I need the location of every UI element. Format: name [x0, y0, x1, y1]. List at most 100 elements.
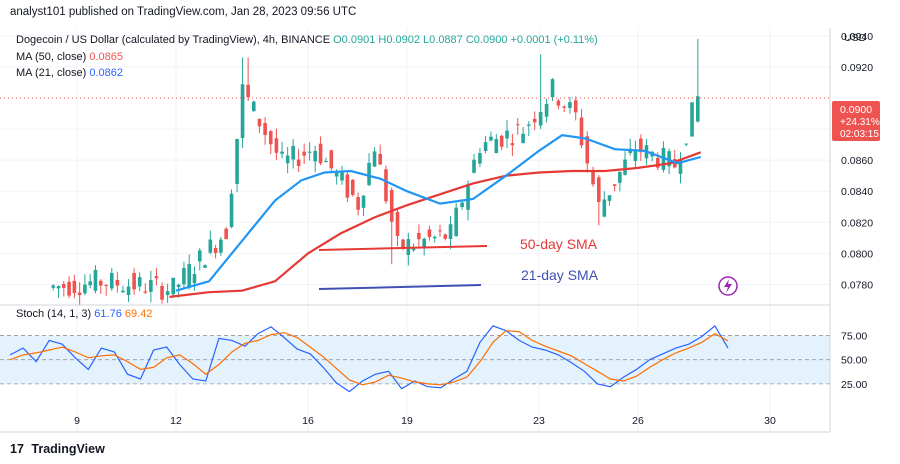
- sma50-annotation-label: 50-day SMA: [520, 236, 598, 252]
- candle-body: [544, 103, 549, 117]
- tradingview-footer[interactable]: 17 TradingView: [10, 442, 105, 456]
- candle-body: [401, 239, 405, 249]
- candle-body: [494, 139, 499, 154]
- stoch-axis[interactable]: 75.00 50.00 25.00: [841, 331, 867, 391]
- candle-body: [137, 277, 142, 287]
- candle-body: [356, 197, 360, 210]
- candle-body: [213, 247, 218, 254]
- candle-body: [427, 229, 432, 237]
- time-tick-label: 23: [533, 415, 545, 427]
- candle-body: [639, 138, 643, 153]
- time-tick-label: 9: [74, 415, 80, 427]
- price-tick-label: 0.0800: [841, 248, 873, 260]
- candlestick-series: [51, 38, 700, 306]
- candle-body: [182, 268, 186, 285]
- candle-body: [345, 174, 350, 198]
- candle-body: [187, 264, 191, 287]
- candle-body: [318, 143, 323, 164]
- candle-body: [251, 101, 256, 112]
- candle-body: [432, 236, 437, 239]
- candle-body: [499, 135, 504, 147]
- candle-body: [656, 157, 660, 168]
- candle-body: [98, 280, 103, 286]
- candle-body: [324, 160, 328, 163]
- candle-body: [240, 84, 245, 139]
- current-price-value: 0.0900: [840, 104, 872, 116]
- candle-body: [510, 143, 515, 146]
- price-axis[interactable]: 0.09400.09200.08800.08600.08400.08200.08…: [841, 31, 873, 292]
- price-tick-label: 0.0940: [841, 31, 873, 43]
- candle-body: [88, 281, 92, 286]
- time-tick-label: 19: [401, 415, 413, 427]
- candle-body: [307, 151, 312, 153]
- ma50-legend[interactable]: MA (50, close) 0.0865: [16, 51, 123, 63]
- candle-body: [443, 234, 448, 239]
- lightning-icon[interactable]: [718, 276, 738, 296]
- ma21-label: MA (21, close): [16, 67, 87, 79]
- candle-body: [422, 238, 426, 248]
- candle-body: [372, 151, 377, 167]
- time-tick-label: 26: [632, 415, 644, 427]
- candle-body: [505, 130, 509, 139]
- candle-body: [165, 291, 170, 296]
- candle-body: [454, 207, 458, 236]
- candle-body: [208, 239, 213, 253]
- candle-body: [478, 153, 482, 164]
- candle-body: [62, 284, 66, 288]
- sma21-annotation-line: [318, 284, 482, 290]
- symbol-legend-row: Dogecoin / US Dollar (calculated by Trad…: [16, 34, 598, 46]
- candle-body: [285, 155, 290, 164]
- stoch-tick-label: 50.00: [841, 355, 867, 367]
- candle-body: [93, 269, 98, 291]
- candle-body: [395, 211, 400, 237]
- candle-body: [313, 150, 317, 162]
- ma21-value: 0.0862: [89, 67, 124, 79]
- candle-body: [109, 272, 114, 289]
- candle-body: [329, 150, 334, 169]
- candle-body: [350, 179, 355, 195]
- stoch-k-value: 61.76: [94, 308, 122, 320]
- stoch-tick-label: 75.00: [841, 331, 867, 343]
- candle-body: [126, 286, 131, 295]
- candle-body: [417, 232, 421, 240]
- candle-body: [115, 279, 120, 286]
- stoch-legend[interactable]: Stoch (14, 1, 3) 61.76 69.42: [16, 308, 152, 320]
- candle-body: [568, 102, 572, 109]
- ma50-line: [169, 151, 702, 298]
- candle-body: [696, 96, 700, 122]
- stoch-d-line: [9, 330, 729, 386]
- candle-body: [602, 199, 607, 217]
- ma21-legend[interactable]: MA (21, close) 0.0862: [16, 67, 123, 79]
- candle-body: [257, 118, 262, 127]
- candle-body: [556, 100, 561, 106]
- candle-body: [361, 195, 366, 208]
- candle-body: [149, 280, 153, 292]
- candle-body: [607, 195, 612, 201]
- candle-body: [77, 292, 82, 296]
- candle-body: [197, 250, 202, 262]
- time-axis[interactable]: 9 12 16 19 23 26 30: [74, 415, 776, 427]
- candle-body: [532, 118, 537, 123]
- time-tick-label: 30: [764, 415, 776, 427]
- candle-body: [633, 150, 638, 162]
- candle-body: [538, 112, 543, 126]
- price-tick-label: 0.0820: [841, 217, 873, 229]
- candle-body: [56, 286, 61, 289]
- candle-body: [83, 284, 87, 294]
- candle-body: [203, 265, 207, 268]
- tradingview-logo-icon: 17: [10, 442, 24, 456]
- stoch-level-lines: [0, 335, 830, 385]
- ma50-value: 0.0865: [89, 51, 124, 63]
- candle-body: [597, 177, 601, 202]
- candle-body: [389, 190, 394, 222]
- candle-body: [160, 285, 164, 300]
- ma50-label: MA (50, close): [16, 51, 87, 63]
- candle-body: [219, 239, 223, 253]
- candle-body: [483, 142, 488, 151]
- candle-body: [618, 171, 622, 183]
- candle-body: [612, 184, 617, 186]
- price-change-percent: +24.31%: [840, 117, 880, 128]
- candle-body: [274, 138, 279, 153]
- sma50-annotation-line: [318, 245, 488, 251]
